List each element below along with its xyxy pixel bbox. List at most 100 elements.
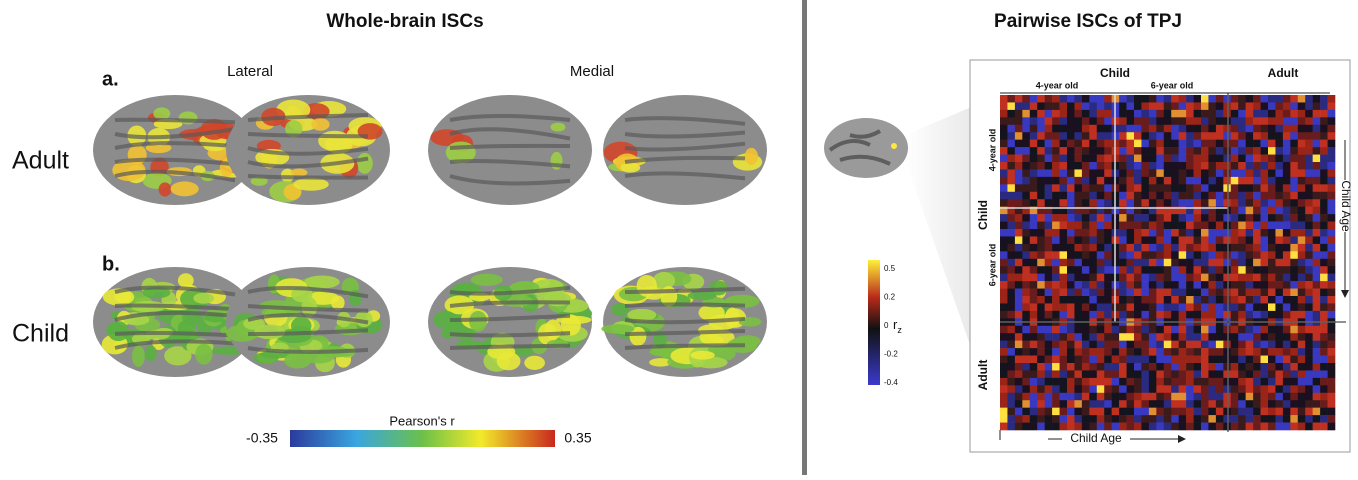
heatmap-cell [1082, 303, 1090, 311]
subgroup-label: 4-year old [1036, 80, 1079, 90]
heatmap-cell [1179, 184, 1187, 192]
heatmap-cell [1246, 251, 1254, 259]
heatmap-cell [1022, 266, 1030, 274]
heatmap-cell [1089, 236, 1097, 244]
heatmap-cell [1320, 393, 1328, 401]
heatmap-cell [1000, 274, 1008, 282]
heatmap-cell [1186, 274, 1194, 282]
heatmap-cell [1037, 281, 1045, 289]
heatmap-cell [1216, 333, 1224, 341]
heatmap-cell [1283, 259, 1291, 267]
heatmap-cell [1134, 147, 1142, 155]
heatmap-cell [1045, 155, 1053, 163]
heatmap-cell [1149, 378, 1157, 386]
heatmap-cell [1067, 192, 1075, 200]
heatmap-cell [1283, 110, 1291, 118]
heatmap-cell [1194, 400, 1202, 408]
heatmap-cell [1030, 244, 1038, 252]
heatmap-cell [1067, 356, 1075, 364]
heatmap-cell [1275, 415, 1283, 423]
heatmap-cell [1037, 296, 1045, 304]
heatmap-cell [1149, 147, 1157, 155]
heatmap-cell [1283, 199, 1291, 207]
heatmap-cell [1060, 117, 1068, 125]
heatmap-cell [1149, 244, 1157, 252]
heatmap-cell [1141, 393, 1149, 401]
heatmap-cell [1223, 229, 1231, 237]
heatmap-cell [1320, 95, 1328, 103]
heatmap-cell [1298, 370, 1306, 378]
heatmap-cell [1186, 385, 1194, 393]
heatmap-cell [1231, 207, 1239, 215]
heatmap-cell [1290, 303, 1298, 311]
heatmap-cell [1268, 348, 1276, 356]
heatmap-cell [1052, 117, 1060, 125]
heatmap-cell [1201, 266, 1209, 274]
heatmap-cell [1268, 408, 1276, 416]
heatmap-cell [1119, 155, 1127, 163]
heatmap-cell [1097, 303, 1105, 311]
heatmap-cell [1171, 348, 1179, 356]
heatmap-cell [1037, 95, 1045, 103]
heatmap-cell [1305, 370, 1313, 378]
heatmap-cell [1246, 236, 1254, 244]
heatmap-cell [1320, 259, 1328, 267]
heatmap-cell [1298, 169, 1306, 177]
heatmap-cell [1179, 236, 1187, 244]
heatmap-cell [1283, 385, 1291, 393]
colorbar [290, 430, 555, 447]
heatmap-cell [1119, 296, 1127, 304]
heatmap-cell [1045, 423, 1053, 431]
heatmap-cell [1194, 155, 1202, 163]
heatmap-cell [1119, 177, 1127, 185]
heatmap-cell [1290, 259, 1298, 267]
heatmap-cell [1275, 326, 1283, 334]
heatmap-cell [1298, 296, 1306, 304]
heatmap-cell [1320, 229, 1328, 237]
heatmap-cell [1156, 184, 1164, 192]
heatmap-cell [1045, 370, 1053, 378]
heatmap-cell [1201, 244, 1209, 252]
heatmap-cell [1283, 378, 1291, 386]
heatmap-cell [1246, 117, 1254, 125]
heatmap-cell [1052, 110, 1060, 118]
heatmap-cell [1223, 356, 1231, 364]
heatmap-cell [1022, 348, 1030, 356]
heatmap-cell [1328, 236, 1336, 244]
heatmap-cell [1194, 281, 1202, 289]
heatmap-cell [1305, 199, 1313, 207]
heatmap-cell [1238, 169, 1246, 177]
heatmap-cell [1201, 199, 1209, 207]
heatmap-cell [1320, 199, 1328, 207]
heatmap-cell [1074, 102, 1082, 110]
heatmap-cell [1320, 303, 1328, 311]
heatmap-cell [1305, 125, 1313, 133]
heatmap-cell [1015, 311, 1023, 319]
heatmap-cell [1320, 296, 1328, 304]
heatmap-cell [1179, 147, 1187, 155]
heatmap-cell [1261, 110, 1269, 118]
heatmap-cell [1275, 289, 1283, 297]
heatmap-cell [1000, 102, 1008, 110]
heatmap-cell [1231, 229, 1239, 237]
heatmap-cell [1253, 214, 1261, 222]
heatmap-cell [1328, 296, 1336, 304]
heatmap-cell [1298, 229, 1306, 237]
heatmap-cell [1283, 341, 1291, 349]
heatmap-cell [1268, 415, 1276, 423]
heatmap-cell [1119, 140, 1127, 148]
heatmap-cell [1305, 155, 1313, 163]
heatmap-cell [1328, 251, 1336, 259]
heatmap-cell [1000, 423, 1008, 431]
heatmap-cell [1179, 125, 1187, 133]
heatmap-cell [1067, 408, 1075, 416]
heatmap-cell [1022, 117, 1030, 125]
heatmap-cell [1119, 356, 1127, 364]
heatmap-cell [1186, 147, 1194, 155]
subgroup-label: 6-year old [987, 244, 997, 287]
heatmap-cell [1238, 348, 1246, 356]
heatmap-cell [1194, 199, 1202, 207]
heatmap-cell [1134, 244, 1142, 252]
heatmap-cell [1305, 408, 1313, 416]
heatmap-cell [1149, 408, 1157, 416]
